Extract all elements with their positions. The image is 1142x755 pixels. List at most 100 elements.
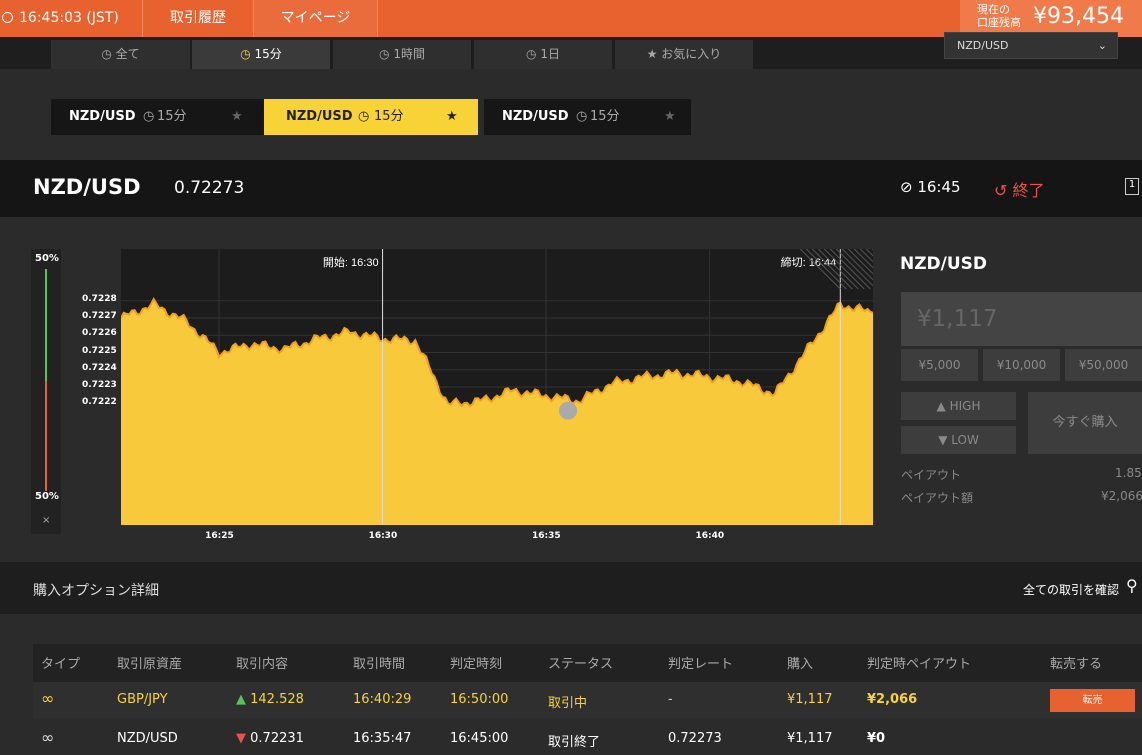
y-tick-label: 0.7224: [82, 362, 117, 373]
hatch-line: [859, 249, 873, 263]
clock-icon: ◷: [240, 47, 255, 61]
y-tick-label: 0.7222: [82, 397, 117, 408]
x-tick-label: 16:30: [368, 531, 398, 541]
hatch-line: [799, 249, 841, 290]
top-bar: 16:45:03 (JST) 取引履歴 マイページ 現在の 口座残高 ¥93,45…: [0, 0, 1142, 37]
row-payout: ¥0: [867, 731, 886, 746]
no-entry-icon: ⊘: [900, 178, 918, 196]
clock-display: 16:45:03 (JST): [0, 0, 143, 37]
payout-label: ペイアウト: [901, 468, 962, 482]
server-time: 16:45:03 (JST): [19, 10, 119, 26]
x-axis: 16:25 16:30 16:35 16:40: [121, 527, 873, 547]
chart-chips: NZD/USD ◷ 15分 ★ NZD/USD ◷ 15分 ★ NZD/USD …: [0, 69, 1142, 160]
trade-history-link[interactable]: 取引履歴: [143, 0, 254, 37]
price-area: [121, 299, 873, 525]
order-panel: NZD/USD ¥1,117 ¥5,000 ¥10,000 ¥50,000 ▲ …: [900, 249, 1142, 519]
high-percent: 50%: [35, 253, 59, 264]
payout-value: 1.85: [1115, 466, 1142, 480]
y-tick-label: 0.7223: [82, 380, 117, 390]
close-icon[interactable]: ×: [42, 515, 51, 526]
col-buy: 購入: [787, 657, 814, 672]
payout-amount-label: ペイアウト額: [901, 491, 974, 505]
search-icon[interactable]: ⚲: [1126, 576, 1138, 595]
chart-chip-active[interactable]: NZD/USD ◷ 15分 ★: [264, 99, 478, 135]
tab-15min[interactable]: ◷ 15分: [192, 40, 330, 69]
star-icon[interactable]: ★: [231, 109, 243, 124]
handshake-icon: ∞: [41, 689, 55, 708]
arrow-up-icon: ▲: [236, 692, 251, 707]
buy-now-button[interactable]: 今すぐ購入: [1028, 392, 1142, 454]
row-time: 16:35:47: [353, 731, 412, 746]
hatch-line: [811, 249, 853, 290]
table-row: ∞ GBP/JPY ▲ 142.528 16:40:29 16:50:00 取引…: [33, 682, 1142, 718]
clock-icon: ◷: [379, 47, 394, 61]
tab-1hour[interactable]: ◷ 1時間: [333, 40, 471, 69]
high-bar: [45, 269, 47, 381]
amount-input[interactable]: ¥1,117: [901, 292, 1142, 346]
arrow-down-icon: ▼: [938, 433, 952, 447]
row-entry: ▲ 142.528: [236, 692, 304, 707]
balance-box: 現在の 口座残高 ¥93,454: [960, 0, 1142, 37]
col-asset: 取引原資産: [117, 657, 183, 672]
row-expiry: 16:45:00: [450, 731, 509, 746]
y-tick-label: 0.7228: [82, 293, 117, 304]
y-axis: 0.7228 0.7227 0.7226 0.7225 0.7224 0.7223 0.72…: [60, 249, 120, 525]
col-expiry: 判定時刻: [450, 657, 503, 672]
col-resell: 転売する: [1050, 657, 1103, 672]
x-tick-label: 16:35: [532, 531, 561, 541]
row-buy: ¥1,117: [787, 692, 833, 707]
high-button[interactable]: ▲ HIGH: [901, 392, 1016, 420]
chart-chip[interactable]: NZD/USD ◷ 15分 ★: [484, 99, 691, 135]
balance-label: 現在の 口座残高: [977, 3, 1021, 29]
clock-icon: [2, 12, 13, 23]
row-entry: ▼ 0.72231: [236, 731, 304, 746]
resell-button[interactable]: 転売: [1050, 689, 1135, 712]
history-icon: ↺: [994, 181, 1013, 200]
hatch-line: [817, 249, 859, 290]
price-chart: 開始: 16:30 締切: 16:44: [121, 249, 873, 525]
chart-svg: 開始: 16:30 締切: 16:44: [121, 249, 873, 525]
sentiment-bar: 50% 50% ×: [31, 249, 61, 534]
hatch-line: [835, 249, 873, 287]
clock-icon: ◷: [101, 47, 116, 61]
asset-header: NZD/USD 0.72273 ⊘ 16:45 ↺ 終了 1: [0, 160, 1142, 217]
preset-5000-button[interactable]: ¥5,000: [901, 349, 978, 381]
tab-favorites[interactable]: ★ お気に入り: [615, 40, 753, 69]
asset-pair: NZD/USD: [33, 175, 141, 199]
current-rate: 0.72273: [174, 178, 245, 198]
options-section-header: 購入オプション詳細 全ての取引を確認 ⚲: [0, 562, 1142, 614]
star-icon[interactable]: ★: [446, 109, 458, 124]
pair-select[interactable]: NZD/USD ⌄: [944, 32, 1118, 59]
handshake-icon: ∞: [41, 728, 55, 747]
y-tick-label: 0.7225: [82, 345, 117, 356]
low-bar: [45, 381, 47, 491]
row-asset: GBP/JPY: [117, 692, 168, 707]
clock-icon: ◷: [358, 109, 370, 124]
expiry-time: ⊘ 16:45: [900, 178, 961, 196]
row-payout: ¥2,066: [867, 692, 918, 707]
mypage-link[interactable]: マイページ: [254, 0, 378, 37]
preset-10000-button[interactable]: ¥10,000: [983, 349, 1060, 381]
clock-icon: ◷: [526, 47, 541, 61]
tab-1day[interactable]: ◷ 1日: [474, 40, 612, 69]
low-percent: 50%: [35, 491, 59, 502]
y-tick-label: 0.7227: [82, 311, 117, 321]
row-status: 取引中: [548, 696, 588, 711]
status-closed: ↺ 終了: [994, 181, 1045, 200]
hatch-line: [865, 249, 873, 257]
hatch-line: [823, 249, 865, 290]
star-icon[interactable]: ★: [664, 109, 676, 124]
x-tick-label: 16:40: [695, 531, 725, 541]
row-rate: -: [668, 692, 673, 707]
window-icon[interactable]: 1: [1125, 178, 1139, 195]
low-button[interactable]: ▼ LOW: [901, 426, 1016, 454]
row-rate: 0.72273: [668, 731, 722, 746]
chart-chip[interactable]: NZD/USD ◷ 15分 ★: [51, 99, 265, 135]
row-expiry: 16:50:00: [450, 692, 509, 707]
hatch-line: [805, 249, 847, 290]
tab-all[interactable]: ◷ 全て: [51, 40, 190, 69]
preset-50000-button[interactable]: ¥50,000: [1065, 349, 1142, 381]
chevron-down-icon: ⌄: [1097, 39, 1107, 52]
start-marker-label: 開始: 16:30: [323, 255, 379, 269]
view-all-trades-link[interactable]: 全ての取引を確認: [1023, 583, 1120, 597]
